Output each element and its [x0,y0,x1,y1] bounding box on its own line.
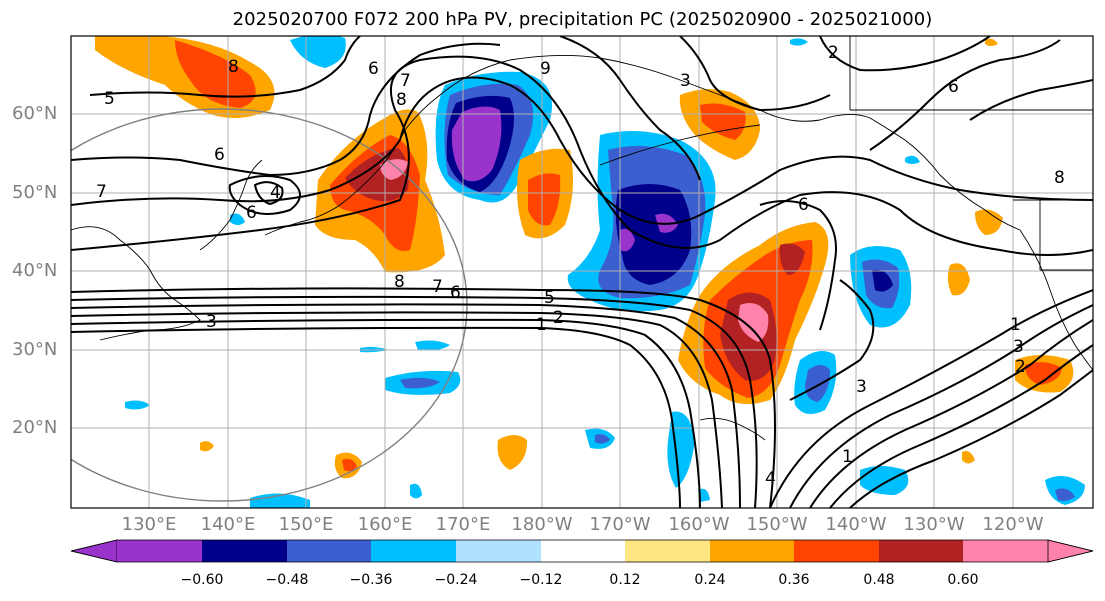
lat-label: 30°N [12,339,58,360]
colorbar-tick-label: −0.12 [519,572,563,588]
lat-label: 40°N [12,260,58,281]
colorbar-bin [710,540,794,562]
colorbar [70,539,1094,563]
colorbar-tick-label: 0.36 [778,572,810,588]
contour-label: 6 [948,77,959,97]
lon-label: 130°E [121,514,177,535]
colorbar-bin [794,540,879,562]
lon-label: 180°W [511,514,573,535]
contour-label: 2 [828,43,839,63]
colorbar-outline [70,539,1094,563]
colorbar-bin [117,540,202,562]
map-title: 2025020700 F072 200 hPa PV, precipitatio… [232,9,933,30]
lon-label: 150°W [746,514,808,535]
lon-label: 160°E [357,514,413,535]
contour-label: 2 [1015,357,1026,377]
plot-frame [70,35,1094,509]
precip-shading [95,36,1085,508]
pv-contours [71,36,1093,508]
colorbar-bin [879,540,963,562]
contour-label: 8 [1054,168,1065,188]
colorbar-tick-label: 0.60 [947,572,979,588]
colorbar-low-extend [70,539,118,563]
contour-label: 9 [540,59,551,79]
contour-label: 2 [553,308,564,328]
lon-label: 170°W [589,514,651,535]
contour-label: 6 [368,59,379,79]
colorbar-tick-label: 0.24 [694,572,726,588]
contour-label: 6 [450,283,461,303]
contour-label: 6 [798,195,809,215]
contour-label: 8 [396,90,407,110]
contour-label: 1 [842,447,853,467]
colorbar-high-extend [1047,539,1094,563]
coastlines [71,36,1093,441]
contour-label: 6 [214,145,225,165]
colorbar-tick-label: 0.12 [609,572,641,588]
colorbar-bin [287,540,371,562]
contour-label: 1 [1010,315,1021,335]
lat-label: 50°N [12,182,58,203]
lat-label: 60°N [12,103,58,124]
contour-label: 3 [206,312,217,332]
lon-label: 140°W [825,514,887,535]
lon-label: 160°W [668,514,730,535]
contour-label: 6 [246,203,257,223]
colorbar-tick-label: −0.48 [265,572,309,588]
contour-label: 3 [856,377,867,397]
colorbar-tick-label: −0.24 [434,572,478,588]
lon-label: 170°E [435,514,491,535]
contour-label: 3 [1013,337,1024,357]
colorbar-bin [202,540,287,562]
contour-labels: 5 7 4 6 6 7 9 3 2 6 8 8 7 6 5 2 1 3 6 3 … [96,43,1065,489]
contour-label: 5 [544,288,555,308]
contour-label: 7 [96,182,107,202]
contour-label: 5 [104,89,115,109]
lon-label: 130°W [903,514,965,535]
lon-label: 120°W [982,514,1044,535]
plot-area: 5 7 4 6 6 7 9 3 2 6 8 8 7 6 5 2 1 3 6 3 … [71,36,1093,508]
contour-label: 8 [228,57,239,77]
lat-label: 20°N [12,417,58,438]
contour-label: 7 [400,71,411,91]
colorbar-tick-label: 0.48 [863,572,895,588]
contour-label: 4 [270,183,281,203]
colorbar-bin [456,540,541,562]
colorbar-tick-label: −0.60 [180,572,224,588]
contour-label: 3 [680,71,691,91]
colorbar-bin [625,540,710,562]
colorbar-bin [371,540,456,562]
lon-label: 150°E [278,514,334,535]
contour-label: 1 [536,315,547,335]
contour-label: 7 [432,277,443,297]
contour-label: 4 [765,469,776,489]
colorbar-bin [963,540,1048,562]
colorbar-tick-label: −0.36 [349,572,393,588]
colorbar-bin [541,540,625,562]
lon-label: 140°E [200,514,256,535]
contour-label: 8 [394,272,405,292]
